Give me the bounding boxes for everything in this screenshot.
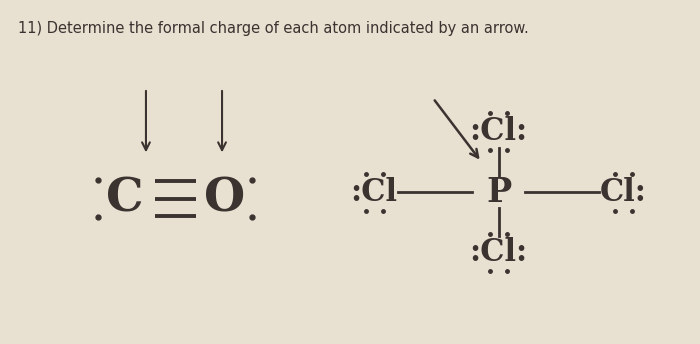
Text: Cl:: Cl: [600, 176, 647, 208]
Text: :Cl: :Cl [351, 176, 398, 208]
Text: 11) Determine the formal charge of each atom indicated by an arrow.: 11) Determine the formal charge of each … [18, 21, 528, 36]
Text: :Cl:: :Cl: [470, 116, 528, 147]
Text: O: O [204, 176, 245, 222]
Text: C: C [106, 176, 144, 222]
Text: :Cl:: :Cl: [470, 237, 528, 268]
Text: P: P [486, 176, 511, 209]
